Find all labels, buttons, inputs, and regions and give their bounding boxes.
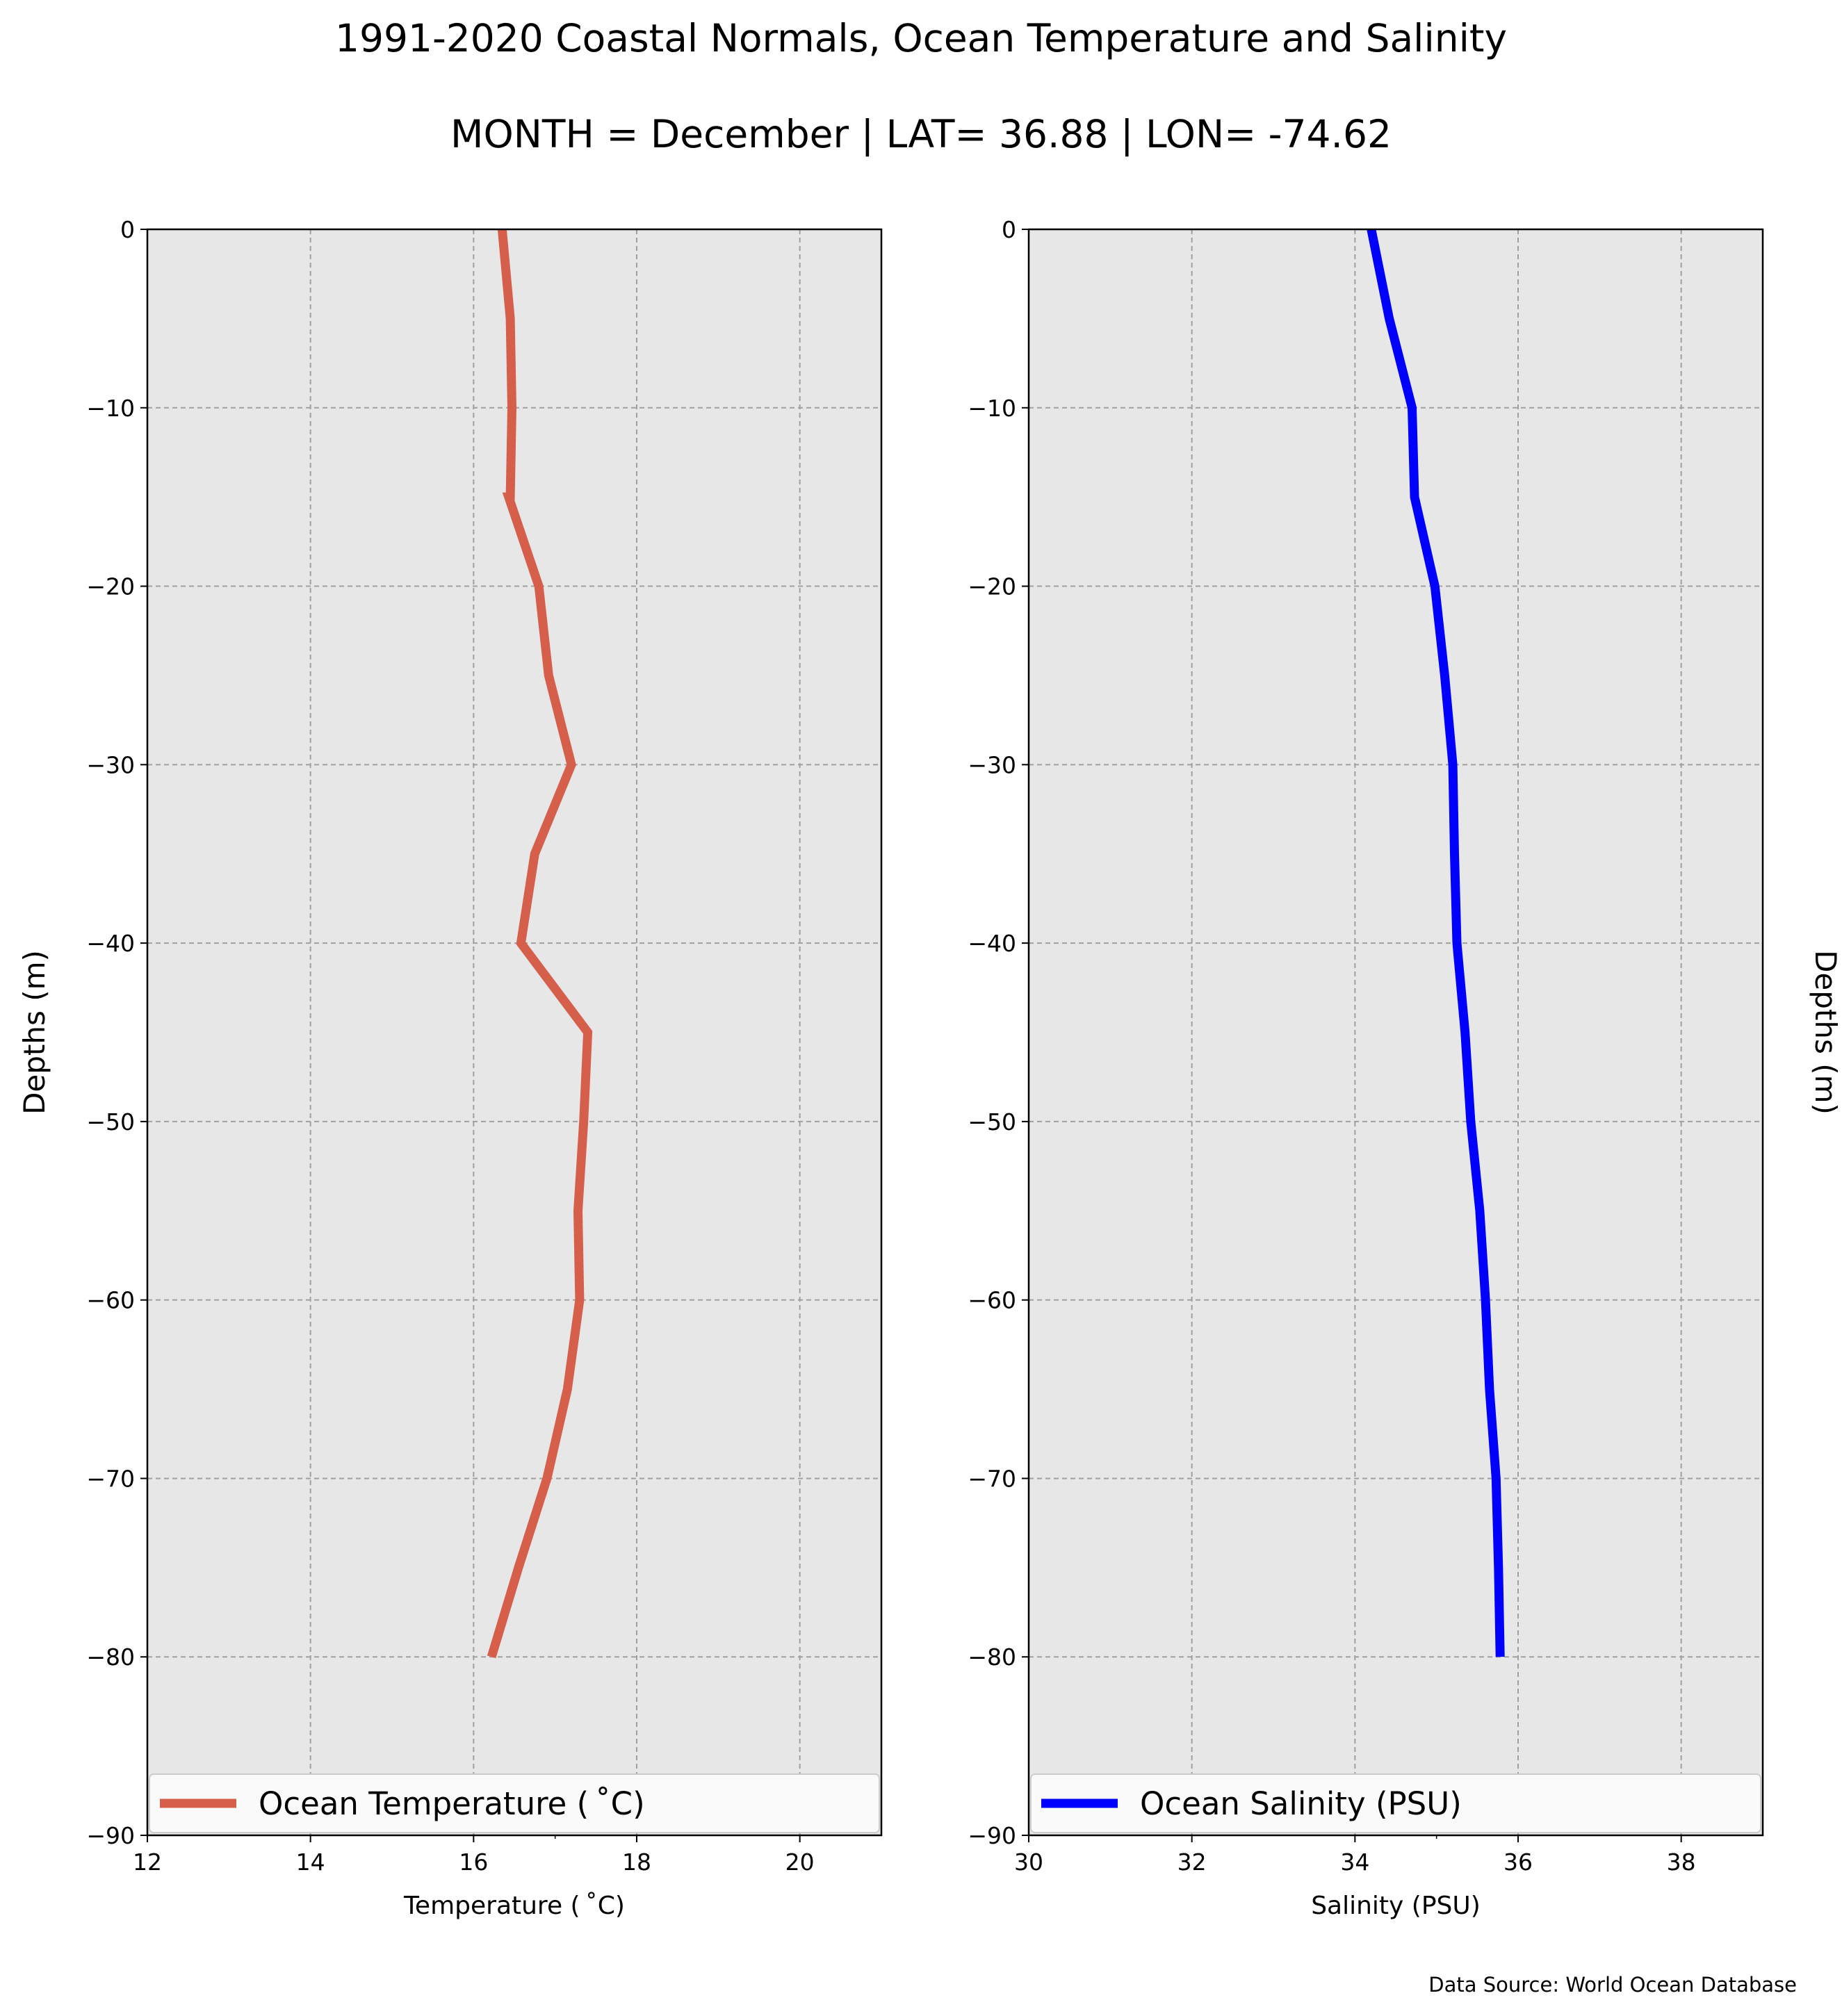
y-tick-label: −50 bbox=[86, 1108, 135, 1136]
x-tick-label: 34 bbox=[1340, 1849, 1369, 1876]
temperature-legend-box bbox=[149, 1773, 880, 1833]
temperature-y-axis-label: Depths (m) bbox=[17, 950, 51, 1115]
x-tick-label: 12 bbox=[133, 1849, 162, 1876]
y-tick-label: −90 bbox=[968, 1822, 1016, 1849]
salinity-axes-frame bbox=[1027, 228, 1764, 1837]
figure-subtitle: MONTH = December | LAT= 36.88 | LON= -74… bbox=[450, 112, 1392, 157]
y-tick-label: −60 bbox=[968, 1287, 1016, 1314]
y-tick-label: −30 bbox=[968, 751, 1016, 778]
temperature-axes-frame bbox=[146, 228, 883, 1837]
salinity-line bbox=[1367, 228, 1505, 1657]
salinity-panel: Ocean Salinity (PSU) 30 32 34 36 38 0 −10 −20 −3… bbox=[968, 216, 1842, 1920]
temperature-ticks: 12 14 16 18 20 0 −10 −20 −30 −40 −50 −60 −70 −80 −90 bbox=[86, 216, 814, 1876]
x-tick-label: 38 bbox=[1667, 1849, 1696, 1876]
y-tick-label: −70 bbox=[86, 1465, 135, 1492]
y-tick-label: −20 bbox=[86, 573, 135, 600]
y-tick-label: 0 bbox=[1002, 216, 1016, 243]
y-tick-label: −30 bbox=[86, 751, 135, 778]
y-tick-label: −80 bbox=[968, 1644, 1016, 1671]
temperature-legend-label: Ocean Temperature ( ˚C) bbox=[259, 1785, 645, 1822]
y-tick-label: −60 bbox=[86, 1287, 135, 1314]
y-tick-label: −70 bbox=[968, 1465, 1016, 1492]
y-tick-label: −10 bbox=[968, 395, 1016, 422]
salinity-y-axis-label: Depths (m) bbox=[1809, 950, 1842, 1115]
temperature-x-axis-label: Temperature ( ˚C) bbox=[403, 1892, 625, 1920]
data-source-note: Data Source: World Ocean Database bbox=[1428, 1973, 1797, 1997]
salinity-plot-area bbox=[1029, 229, 1763, 1835]
figure-title: 1991-2020 Coastal Normals, Ocean Tempera… bbox=[335, 16, 1507, 60]
salinity-x-axis-label: Salinity (PSU) bbox=[1311, 1892, 1481, 1920]
x-tick-label: 18 bbox=[622, 1849, 651, 1876]
x-tick-label: 14 bbox=[296, 1849, 325, 1876]
y-tick-label: −90 bbox=[86, 1822, 135, 1849]
salinity-legend: Ocean Salinity (PSU) bbox=[1030, 1773, 1761, 1833]
temperature-line bbox=[487, 229, 593, 1659]
x-tick-label: 36 bbox=[1503, 1849, 1533, 1876]
y-tick-label: −20 bbox=[968, 573, 1016, 600]
x-tick-label: 30 bbox=[1014, 1849, 1043, 1876]
salinity-legend-box bbox=[1030, 1773, 1761, 1833]
y-tick-label: −40 bbox=[86, 930, 135, 957]
y-tick-label: −80 bbox=[86, 1644, 135, 1671]
x-tick-label: 16 bbox=[459, 1849, 488, 1876]
x-tick-label: 32 bbox=[1177, 1849, 1207, 1876]
y-tick-label: −10 bbox=[86, 395, 135, 422]
y-tick-label: −40 bbox=[968, 930, 1016, 957]
y-tick-label: −50 bbox=[968, 1108, 1016, 1136]
x-tick-label: 20 bbox=[785, 1849, 815, 1876]
temperature-panel: Ocean Temperature ( ˚C) 12 14 16 18 20 0 −10 −2… bbox=[17, 216, 883, 1920]
salinity-ticks: 30 32 34 36 38 0 −10 −20 −30 −40 −50 −60 −70 −80 −90 bbox=[968, 216, 1695, 1876]
temperature-legend: Ocean Temperature ( ˚C) bbox=[149, 1773, 880, 1833]
y-tick-label: 0 bbox=[120, 216, 135, 243]
salinity-legend-label: Ocean Salinity (PSU) bbox=[1140, 1785, 1462, 1822]
